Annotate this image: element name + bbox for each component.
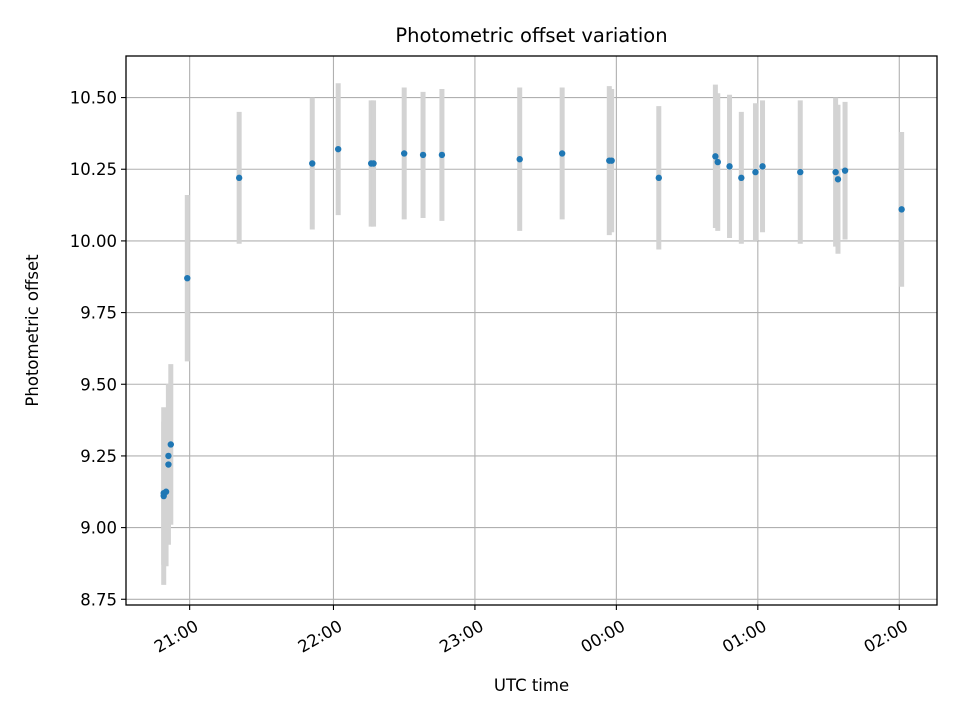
y-axis-label: Photometric offset [23, 254, 42, 407]
data-point [752, 168, 759, 176]
data-point [438, 151, 446, 159]
data-point [162, 488, 170, 495]
data-point [400, 150, 408, 157]
data-point [184, 274, 191, 282]
y-tick-label: 10.00 [70, 232, 117, 251]
data-point [165, 461, 172, 468]
chart-title: Photometric offset variation [395, 24, 667, 47]
data-point [655, 174, 663, 182]
data-point [738, 174, 745, 182]
data-point [419, 151, 427, 159]
data-point [167, 441, 174, 448]
data-point [309, 160, 316, 167]
y-tick-label: 9.00 [80, 519, 117, 538]
y-tick-label: 9.75 [80, 304, 117, 323]
data-point [832, 168, 839, 176]
data-point [235, 174, 243, 182]
data-point [759, 163, 766, 170]
data-point [608, 157, 615, 164]
plot-frame [125, 55, 938, 606]
x-axis-label: UTC time [494, 676, 569, 695]
data-point [165, 452, 172, 460]
data-point [558, 150, 566, 157]
data-point [712, 153, 719, 160]
data-point [726, 163, 733, 170]
data-point [516, 156, 523, 163]
data-point [370, 160, 377, 167]
y-tick-label: 9.50 [80, 375, 117, 394]
data-point [898, 206, 905, 213]
y-tick-label: 8.75 [80, 590, 117, 609]
data-point [841, 167, 849, 174]
y-tick-label: 10.25 [70, 160, 117, 179]
data-point [334, 145, 342, 153]
data-point [834, 176, 842, 183]
grid [126, 56, 937, 605]
data-point [797, 168, 804, 176]
y-axis-ticks: 8.75 9.00 9.25 9.50 9.75 10.00 10.25 10.50 [70, 89, 126, 609]
y-tick-label: 10.50 [70, 89, 117, 108]
y-tick-label: 9.25 [80, 447, 117, 466]
data-points [160, 145, 905, 500]
data-point [714, 158, 721, 166]
